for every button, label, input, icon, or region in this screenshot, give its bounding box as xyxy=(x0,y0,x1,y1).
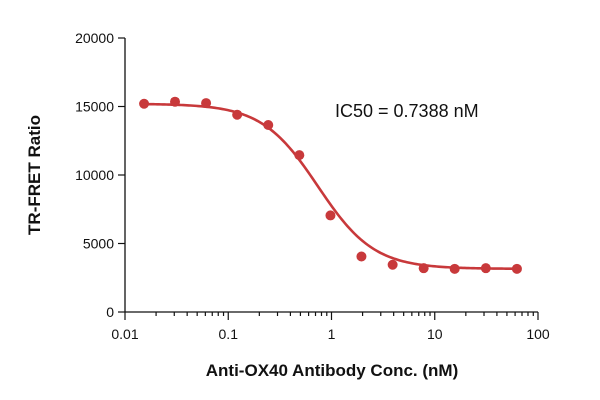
ic50-annotation: IC50 = 0.7388 nM xyxy=(335,101,479,121)
x-axis-title: Anti-OX40 Antibody Conc. (nM) xyxy=(206,361,458,380)
data-point xyxy=(232,109,243,120)
x-tick-label: 100 xyxy=(526,326,550,342)
y-tick-label: 0 xyxy=(106,304,114,320)
data-point xyxy=(480,263,491,274)
data-point xyxy=(387,259,398,270)
data-point xyxy=(356,251,367,262)
x-axis: 0.01 0.1 1 10 100 xyxy=(111,311,550,342)
data-point xyxy=(449,263,460,274)
y-tick-label: 15000 xyxy=(75,99,114,115)
fit-curve xyxy=(144,102,517,271)
y-tick-label: 5000 xyxy=(83,236,114,252)
data-point xyxy=(170,96,181,107)
x-tick-label: 0.1 xyxy=(219,326,239,342)
y-tick-label: 20000 xyxy=(75,30,114,46)
data-points xyxy=(139,96,522,274)
x-tick-label: 0.01 xyxy=(111,326,138,342)
data-point xyxy=(139,98,150,109)
data-point xyxy=(263,119,274,130)
y-tick-label: 10000 xyxy=(75,167,114,183)
y-axis: 0 5000 10000 15000 20000 xyxy=(75,30,126,320)
x-tick-label: 1 xyxy=(328,326,336,342)
data-point xyxy=(418,263,429,274)
data-point xyxy=(201,98,212,109)
x-tick-label: 10 xyxy=(427,326,443,342)
y-axis-title: TR-FRET Ratio xyxy=(25,115,44,235)
data-point xyxy=(294,150,305,161)
data-point xyxy=(325,210,336,221)
data-point xyxy=(511,263,522,274)
